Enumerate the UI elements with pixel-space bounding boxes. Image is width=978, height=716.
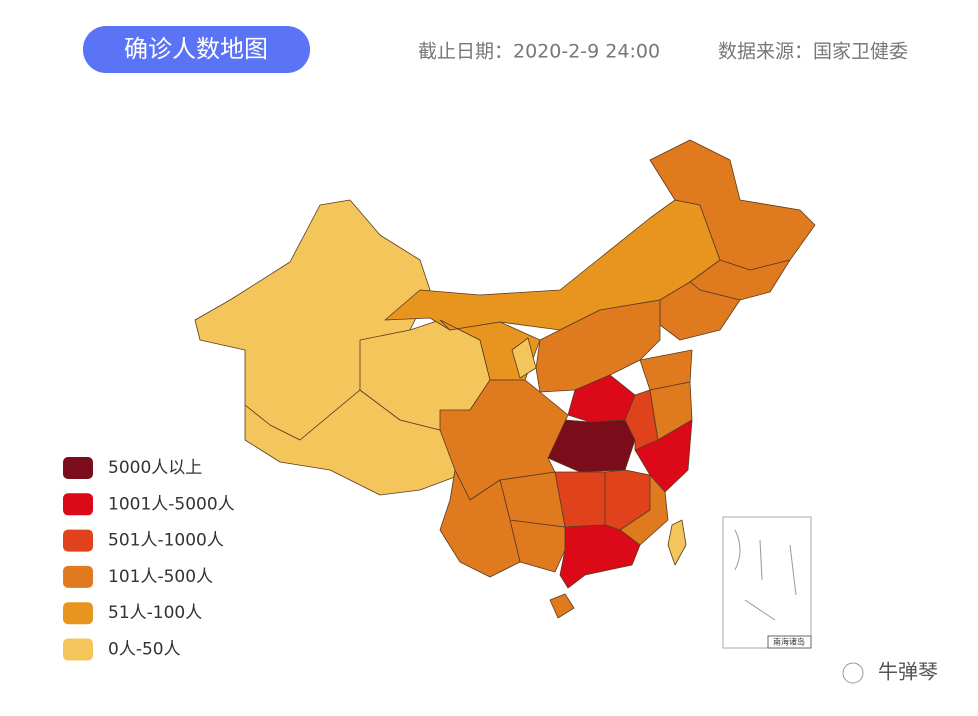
- inset-islands: [734, 529, 797, 621]
- north-china: [535, 299, 661, 393]
- legend-label: 0人-50人: [108, 640, 181, 660]
- title-pill: [83, 26, 310, 73]
- legend-label: 101人-500人: [108, 567, 213, 587]
- source: 数据来源：国家卫健委: [718, 41, 908, 63]
- guangxi: [509, 519, 566, 573]
- legend: 5000人以上 1001人-5000人 501人-1000人 101人-500人 51人…: [63, 457, 235, 661]
- watermark: 牛弹琴: [878, 660, 938, 684]
- title: 确诊人数地图: [124, 35, 268, 63]
- legend-swatch: [63, 493, 93, 516]
- taiwan: [667, 519, 687, 566]
- yunnan: [439, 469, 521, 578]
- legend-swatch: [63, 602, 93, 625]
- guangdong: [559, 524, 641, 589]
- legend-label: 5000人以上: [108, 458, 202, 478]
- legend-label: 501人-1000人: [108, 531, 224, 551]
- hainan: [549, 593, 575, 619]
- legend-swatch: [63, 565, 93, 588]
- heilongjiang: [649, 139, 816, 271]
- legend-label: 1001人-5000人: [108, 494, 235, 514]
- date: 截止日期：2020-2-9 24:00: [418, 41, 660, 63]
- inset-label-box: [767, 635, 812, 649]
- inset-box: [722, 516, 812, 649]
- liaoning: [659, 281, 741, 341]
- watermark-icon: [842, 662, 864, 684]
- legend-label: 51人-100人: [108, 603, 202, 623]
- inset-label: 南海诸岛: [773, 637, 805, 647]
- legend-swatch: [63, 638, 93, 661]
- china-map: [194, 139, 816, 619]
- legend-swatch: [63, 529, 93, 552]
- legend-swatch: [63, 457, 93, 479]
